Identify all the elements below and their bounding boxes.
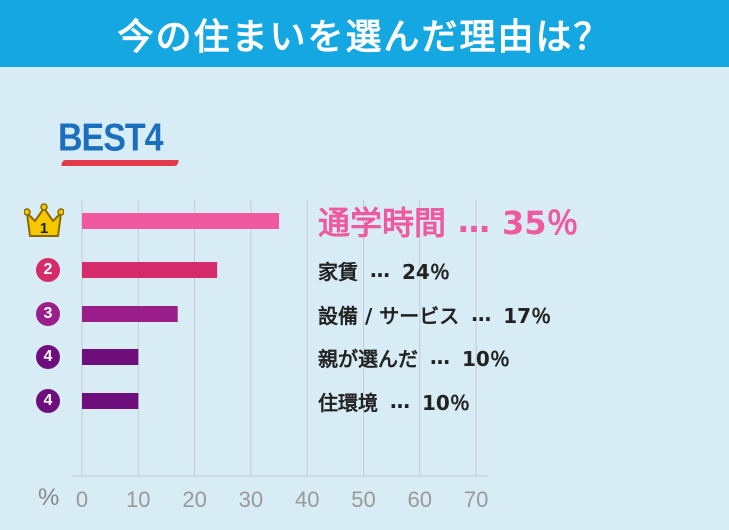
value-label: 35％	[502, 204, 579, 242]
value-label: 17％	[503, 303, 552, 328]
category-label: 通学時間	[318, 204, 447, 242]
data-label-row: 通学時間 … 35％	[318, 201, 579, 242]
rank-number: 4	[36, 345, 60, 369]
bar-2	[82, 262, 218, 278]
category-label: 家賃	[318, 259, 358, 284]
x-tick-label: 70	[464, 487, 488, 512]
ellipsis: …	[430, 345, 450, 369]
grid-lines	[72, 200, 488, 477]
bars	[82, 213, 280, 409]
data-label-row: 住環境 … 10％	[318, 388, 470, 415]
x-tick-label: 30	[239, 487, 263, 512]
category-label: 住環境	[318, 390, 378, 415]
data-label-row: 設備 / サービス … 17％	[318, 301, 552, 328]
bar-5	[82, 393, 139, 409]
bar-1	[82, 213, 280, 229]
rank-2-marker: 2	[36, 258, 64, 286]
category-label: 設備 / サービス	[318, 303, 460, 328]
x-tick-label: 40	[295, 487, 319, 512]
ellipsis: …	[390, 389, 410, 413]
best4-badge: BEST4	[58, 116, 188, 166]
ellipsis: …	[458, 202, 491, 240]
x-tick-label: 10	[126, 487, 150, 512]
ellipsis: …	[471, 302, 492, 326]
rank-3-marker: 3	[36, 302, 64, 330]
ellipsis: …	[370, 258, 390, 282]
rank-number: 2	[36, 258, 60, 282]
rank-number: 3	[36, 302, 60, 326]
data-label-row: 親が選んだ … 10％	[318, 344, 510, 371]
category-label: 親が選んだ	[318, 346, 418, 371]
value-label: 24％	[402, 259, 450, 284]
value-label: 10％	[462, 346, 510, 371]
tick-labels: 0 10 20 30 40 50 60 70	[76, 487, 488, 512]
value-label: 10％	[422, 390, 470, 415]
bar-4	[82, 349, 139, 365]
x-tick-label: 20	[182, 487, 206, 512]
badge-text: BEST4	[58, 116, 164, 160]
crown-rank-1-icon: 1	[23, 203, 65, 239]
page-title: 今の住まいを選んだ理由は？	[117, 16, 612, 58]
rank-5-marker: 4	[36, 389, 64, 417]
x-tick-label: 50	[351, 487, 375, 512]
rank-number: 4	[36, 389, 60, 413]
x-tick-label: 60	[408, 487, 432, 512]
rank-4-marker: 4	[36, 345, 64, 373]
crown-rank-number: 1	[40, 220, 48, 237]
bar-3	[82, 306, 178, 322]
x-tick-label: 0	[76, 487, 88, 512]
header-banner: 今の住まいを選んだ理由は？	[0, 0, 729, 67]
data-label-row: 家賃 … 24％	[318, 257, 450, 284]
axis-unit-label: %	[38, 484, 60, 511]
